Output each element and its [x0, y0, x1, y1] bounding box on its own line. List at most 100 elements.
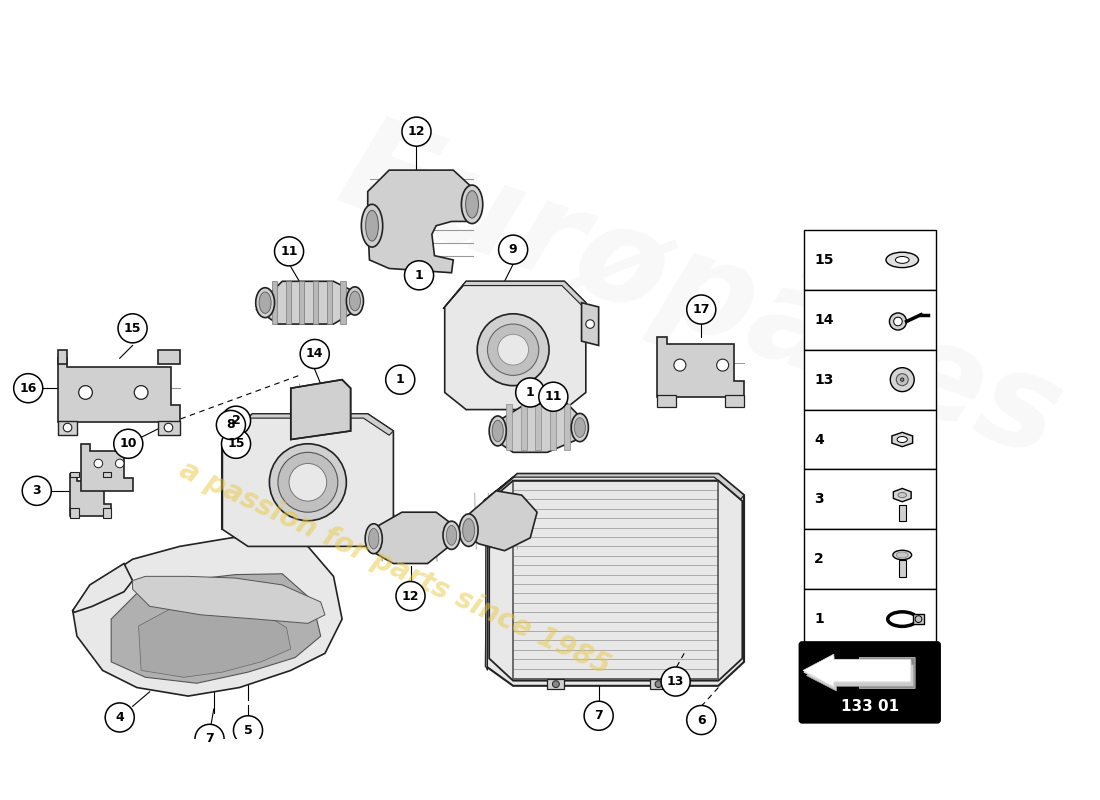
Polygon shape [222, 414, 394, 546]
Circle shape [477, 314, 549, 386]
Polygon shape [550, 403, 556, 450]
Polygon shape [70, 508, 79, 518]
Circle shape [552, 681, 559, 687]
Ellipse shape [571, 414, 588, 442]
Text: 5: 5 [243, 724, 252, 737]
Circle shape [661, 667, 690, 696]
Text: 3: 3 [33, 484, 41, 498]
Polygon shape [299, 282, 305, 324]
Ellipse shape [463, 518, 474, 542]
Text: 12: 12 [408, 125, 426, 138]
Polygon shape [58, 358, 179, 422]
Polygon shape [314, 282, 318, 324]
Circle shape [586, 320, 594, 328]
Circle shape [674, 359, 686, 371]
Circle shape [402, 117, 431, 146]
Text: 15: 15 [814, 253, 834, 267]
Circle shape [584, 702, 613, 730]
Text: 1: 1 [415, 269, 424, 282]
Text: 16: 16 [20, 382, 37, 394]
Circle shape [64, 423, 72, 432]
Circle shape [13, 374, 43, 402]
Text: a passion for parts since 1985: a passion for parts since 1985 [175, 455, 615, 680]
Polygon shape [486, 499, 487, 670]
Polygon shape [102, 472, 111, 477]
Polygon shape [367, 512, 453, 563]
Text: 12: 12 [402, 590, 419, 602]
FancyBboxPatch shape [800, 642, 939, 722]
Text: 133 01: 133 01 [840, 699, 899, 714]
Ellipse shape [368, 529, 378, 549]
Circle shape [386, 365, 415, 394]
Text: 13: 13 [667, 675, 684, 688]
Ellipse shape [898, 437, 907, 442]
Circle shape [497, 334, 528, 365]
Polygon shape [256, 282, 360, 324]
Text: 4: 4 [814, 433, 824, 446]
Polygon shape [483, 474, 744, 501]
Polygon shape [81, 444, 133, 491]
FancyArrow shape [804, 657, 911, 687]
Polygon shape [520, 403, 527, 450]
Ellipse shape [893, 550, 912, 560]
Polygon shape [73, 563, 133, 612]
Ellipse shape [361, 204, 383, 247]
Text: 1: 1 [396, 373, 405, 386]
Circle shape [896, 374, 909, 386]
Polygon shape [582, 302, 598, 346]
Polygon shape [290, 380, 351, 439]
Polygon shape [272, 282, 277, 324]
Polygon shape [492, 401, 582, 452]
Circle shape [915, 616, 922, 622]
Ellipse shape [886, 252, 918, 268]
Polygon shape [158, 350, 179, 364]
Polygon shape [548, 679, 564, 690]
Polygon shape [725, 395, 744, 407]
Polygon shape [460, 491, 537, 550]
Bar [804, 530, 936, 589]
Polygon shape [58, 421, 77, 435]
Circle shape [890, 313, 906, 330]
Polygon shape [286, 282, 290, 324]
Text: Eurøpäres: Eurøpäres [323, 104, 1079, 484]
Ellipse shape [465, 190, 478, 218]
Ellipse shape [898, 493, 906, 498]
Circle shape [300, 339, 329, 369]
Text: 15: 15 [124, 322, 141, 335]
Polygon shape [821, 658, 915, 688]
Polygon shape [657, 337, 744, 397]
Polygon shape [486, 474, 744, 686]
Ellipse shape [490, 416, 506, 446]
Text: 7: 7 [206, 732, 213, 746]
Circle shape [487, 324, 539, 375]
Ellipse shape [447, 526, 456, 545]
Polygon shape [70, 472, 79, 477]
Polygon shape [221, 444, 222, 530]
Circle shape [275, 237, 304, 266]
Text: 2: 2 [232, 414, 241, 427]
Ellipse shape [255, 288, 275, 318]
Circle shape [164, 423, 173, 432]
Bar [804, 410, 936, 470]
Text: 1: 1 [814, 612, 824, 626]
Ellipse shape [350, 291, 361, 311]
Polygon shape [657, 395, 675, 407]
Polygon shape [444, 282, 586, 410]
Text: 3: 3 [814, 492, 824, 506]
Circle shape [22, 476, 52, 506]
Polygon shape [102, 508, 111, 518]
Bar [899, 560, 905, 577]
Circle shape [656, 681, 662, 687]
Circle shape [95, 459, 102, 468]
Text: 11: 11 [280, 245, 298, 258]
Circle shape [270, 444, 346, 521]
Circle shape [79, 386, 92, 399]
Circle shape [233, 716, 263, 745]
Circle shape [116, 459, 124, 468]
Circle shape [118, 314, 147, 343]
Circle shape [106, 703, 134, 732]
Polygon shape [158, 421, 179, 435]
Bar [899, 506, 905, 521]
Ellipse shape [346, 287, 363, 315]
Text: 8: 8 [227, 418, 235, 431]
